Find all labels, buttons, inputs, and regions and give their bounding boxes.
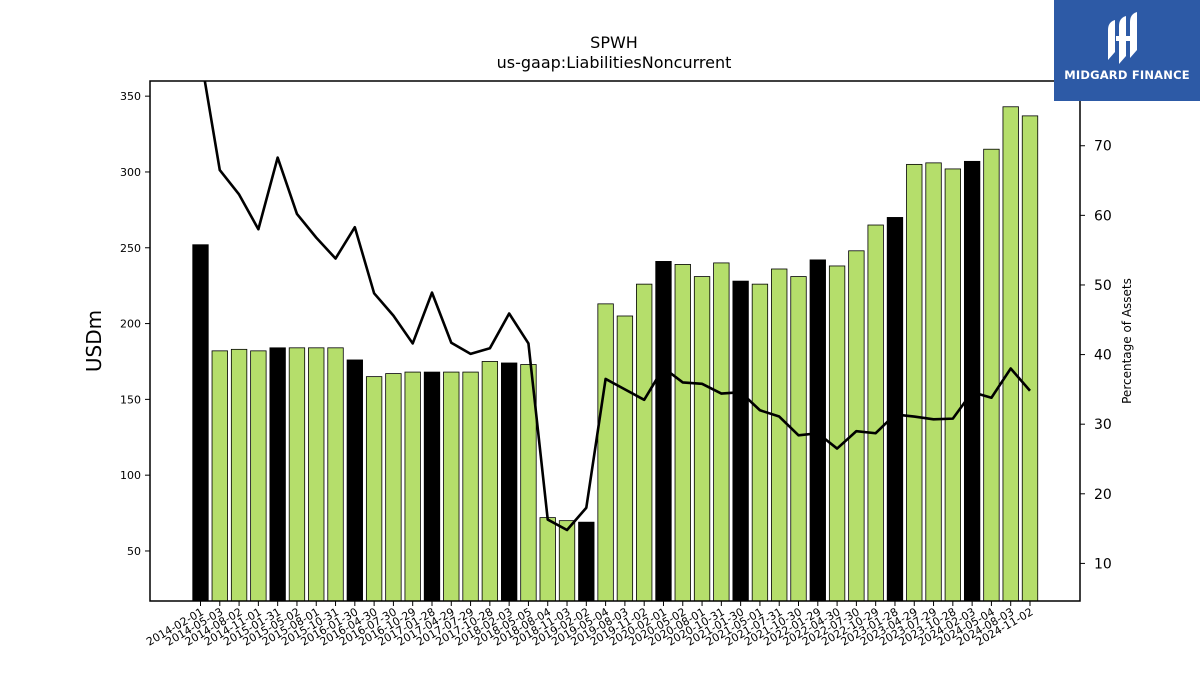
left-tick-label: 350 xyxy=(120,90,141,103)
bar xyxy=(288,347,306,602)
right-tick-label: 50 xyxy=(1094,278,1112,294)
bar xyxy=(462,371,479,602)
y2-axis-label: Percentage of Assets xyxy=(1120,278,1134,404)
bar xyxy=(944,168,961,602)
bar xyxy=(886,217,904,602)
bar xyxy=(636,283,653,602)
bar xyxy=(790,276,807,602)
right-axis: 10 20 30 40 50 60 70 xyxy=(1080,139,1112,572)
bar xyxy=(539,517,556,602)
bar xyxy=(578,521,595,602)
bar xyxy=(404,371,421,602)
bar xyxy=(751,283,769,602)
bar xyxy=(771,268,788,602)
x-axis: 2014-02-012014-05-032014-08-022014-11-01… xyxy=(144,601,1036,649)
bar xyxy=(713,262,730,602)
midgard-logo-icon xyxy=(1108,12,1137,64)
right-tick-label: 40 xyxy=(1094,348,1112,364)
bar xyxy=(327,347,344,602)
brand-logo: MIDGARD FINANCE xyxy=(1054,0,1200,101)
bar xyxy=(809,259,826,602)
bar xyxy=(906,163,923,602)
percentage-line xyxy=(203,81,1031,532)
bar xyxy=(655,261,672,602)
left-tick-label: 150 xyxy=(120,393,141,406)
bar xyxy=(674,264,691,602)
right-tick-label: 20 xyxy=(1094,487,1112,503)
left-tick-label: 300 xyxy=(120,166,141,179)
bar xyxy=(1002,106,1019,602)
bar xyxy=(192,244,209,602)
bar xyxy=(365,376,383,602)
bar xyxy=(867,224,884,602)
bar xyxy=(269,347,286,602)
bar xyxy=(211,350,228,602)
chart-title: SPWH xyxy=(590,33,638,52)
right-tick-label: 60 xyxy=(1094,208,1112,224)
bar xyxy=(1021,115,1039,602)
bar xyxy=(983,148,1000,602)
bar xyxy=(828,265,846,602)
bar-series xyxy=(192,106,1039,602)
brand-name: MIDGARD FINANCE xyxy=(1064,68,1190,82)
bar xyxy=(500,362,518,602)
left-axis: 50 100 150 200 250 300 350 xyxy=(120,90,150,558)
bar xyxy=(481,361,499,602)
left-tick-label: 250 xyxy=(120,242,141,255)
bar xyxy=(346,359,363,602)
bar xyxy=(423,371,441,602)
left-tick-label: 50 xyxy=(127,545,141,558)
bar xyxy=(597,303,614,602)
right-tick-label: 10 xyxy=(1094,556,1112,572)
bar xyxy=(963,160,981,602)
bar xyxy=(385,373,402,602)
bar xyxy=(250,350,267,602)
bar xyxy=(693,276,711,602)
bar xyxy=(230,348,248,602)
bar xyxy=(732,280,749,602)
bar xyxy=(925,162,942,602)
left-tick-label: 100 xyxy=(120,469,141,482)
left-tick-label: 200 xyxy=(120,318,141,331)
y-axis-label: USDm xyxy=(82,310,106,372)
right-tick-label: 70 xyxy=(1094,139,1112,155)
bar xyxy=(616,315,634,602)
bar xyxy=(443,371,460,602)
bar xyxy=(848,250,865,602)
line-series xyxy=(203,81,1031,532)
plot-frame xyxy=(149,80,1081,602)
right-tick-label: 30 xyxy=(1094,417,1112,433)
bar xyxy=(308,347,325,602)
bar xyxy=(558,520,576,602)
chart-subtitle: us-gaap:LiabilitiesNoncurrent xyxy=(497,53,732,72)
